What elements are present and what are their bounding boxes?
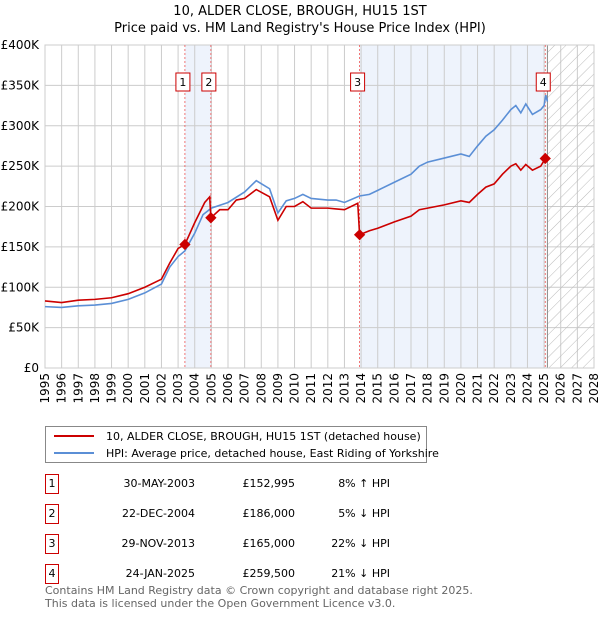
x-tick-label: 2004 — [188, 373, 202, 404]
legend-item-hpi: HPI: Average price, detached house, East… — [54, 445, 439, 461]
legend-label-hpi: HPI: Average price, detached house, East… — [106, 446, 439, 460]
sale-price: £186,000 — [242, 507, 296, 520]
sale-label-number: 4 — [540, 76, 547, 89]
x-tick-label: 2012 — [321, 373, 335, 404]
x-tick-label: 1997 — [71, 373, 85, 404]
y-tick-label: £200K — [1, 200, 41, 214]
footer-licence: This data is licensed under the Open Gov… — [45, 597, 396, 610]
sale-label-box — [175, 72, 191, 92]
x-tick-label: 2010 — [288, 373, 302, 404]
x-tick-label: 2024 — [520, 373, 534, 404]
sale-point — [539, 152, 551, 165]
legend: 10, ALDER CLOSE, BROUGH, HU15 1ST (detac… — [45, 426, 439, 463]
sale-label-box — [350, 72, 366, 92]
sale-number-badge: 3 — [45, 534, 59, 554]
x-tick-label: 2015 — [371, 373, 385, 404]
x-tick-label: 1996 — [55, 373, 69, 404]
sale-date: 29-NOV-2013 — [121, 537, 195, 550]
x-tick-label: 1999 — [105, 373, 119, 404]
x-tick-label: 2009 — [271, 373, 285, 404]
x-tick-label: 2008 — [254, 373, 268, 404]
x-tick-label: 2006 — [221, 373, 235, 404]
x-tick-label: 2007 — [238, 373, 252, 404]
hpi-series-line — [44, 94, 549, 309]
x-tick-label: 2020 — [454, 373, 468, 404]
sale-point — [179, 238, 191, 251]
sale-label-number: 2 — [205, 76, 212, 89]
x-tick-label: 1995 — [38, 373, 52, 404]
forecast-hatch — [547, 45, 594, 368]
sale-hpi-diff: 22% ↓ HPI — [331, 537, 390, 550]
sale-row: 4 24-JAN-2025 £259,500 21% ↓ HPI — [45, 564, 445, 584]
y-tick-label: £50K — [8, 321, 40, 335]
x-tick-label: 2003 — [171, 373, 185, 404]
sale-row: 1 30-MAY-2003 £152,995 8% ↑ HPI — [45, 474, 445, 494]
x-tick-label: 2021 — [471, 373, 485, 404]
legend-label-property: 10, ALDER CLOSE, BROUGH, HU15 1ST (detac… — [106, 429, 421, 443]
sale-label-box — [535, 72, 551, 92]
x-tick-label: 2001 — [138, 373, 152, 404]
sale-label-number: 3 — [354, 76, 361, 89]
x-tick-label: 2013 — [337, 373, 351, 404]
x-tick-label: 2014 — [354, 373, 368, 404]
sale-price: £165,000 — [242, 537, 296, 550]
sale-number-badge: 1 — [45, 474, 59, 494]
y-tick-label: £400K — [1, 38, 41, 52]
x-tick-label: 2011 — [304, 373, 318, 404]
chart-subtitle: Price paid vs. HM Land Registry's House … — [114, 21, 486, 36]
y-tick-label: £350K — [1, 78, 41, 92]
sale-date: 22-DEC-2004 — [121, 507, 195, 520]
plot-area: 1995 1996 1997 1998 1999 2000 2001 2002 2003 2004… — [1, 38, 600, 404]
y-tick-label: £250K — [1, 159, 41, 173]
sale-hpi-diff: 5% ↓ HPI — [338, 507, 390, 520]
sale-hpi-diff: 8% ↑ HPI — [338, 477, 390, 490]
x-tick-label: 2005 — [204, 373, 218, 404]
x-tick-label: 2022 — [487, 373, 501, 404]
sale-row: 3 29-NOV-2013 £165,000 22% ↓ HPI — [45, 534, 445, 554]
y-tick-label: £150K — [1, 240, 41, 254]
x-tick-label: 2017 — [404, 373, 418, 404]
x-tick-label: 2025 — [537, 373, 551, 404]
x-tick-label: 2000 — [121, 373, 135, 404]
y-tick-label: £300K — [1, 119, 41, 133]
plot-border — [44, 44, 595, 369]
sale-price: £259,500 — [242, 567, 296, 580]
sale-date: 24-JAN-2025 — [125, 567, 195, 580]
sale-row: 2 22-DEC-2004 £186,000 5% ↓ HPI — [45, 504, 445, 524]
sale-label-number: 1 — [179, 76, 186, 89]
sale-label-box — [201, 72, 217, 92]
sale-hpi-diff: 21% ↓ HPI — [331, 567, 390, 580]
property-series-line — [44, 155, 548, 304]
y-tick-label: £0 — [24, 361, 39, 375]
legend-swatch-property — [54, 435, 94, 437]
chart-title: 10, ALDER CLOSE, BROUGH, HU15 1ST — [173, 4, 427, 19]
legend-item-property: 10, ALDER CLOSE, BROUGH, HU15 1ST (detac… — [54, 428, 421, 444]
footer-copyright: Contains HM Land Registry data © Crown c… — [45, 584, 473, 597]
sale-number-badge: 2 — [45, 504, 59, 524]
sale-price: £152,995 — [242, 477, 296, 490]
x-tick-label: 2023 — [504, 373, 518, 404]
sale-point — [205, 212, 217, 224]
y-tick-label: £100K — [1, 280, 41, 294]
sale-number-badge: 4 — [45, 564, 59, 584]
x-tick-label: 2002 — [154, 373, 168, 404]
x-tick-label: 2019 — [437, 373, 451, 404]
x-tick-label: 2018 — [421, 373, 435, 404]
x-tick-label: 2026 — [554, 373, 568, 404]
sale-date: 30-MAY-2003 — [123, 477, 195, 490]
x-tick-label: 2028 — [587, 373, 600, 404]
x-tick-label: 1998 — [88, 373, 102, 404]
x-tick-label: 2016 — [387, 373, 401, 404]
legend-swatch-hpi — [54, 452, 94, 454]
sale-point — [353, 229, 366, 241]
x-tick-label: 2027 — [570, 373, 584, 404]
